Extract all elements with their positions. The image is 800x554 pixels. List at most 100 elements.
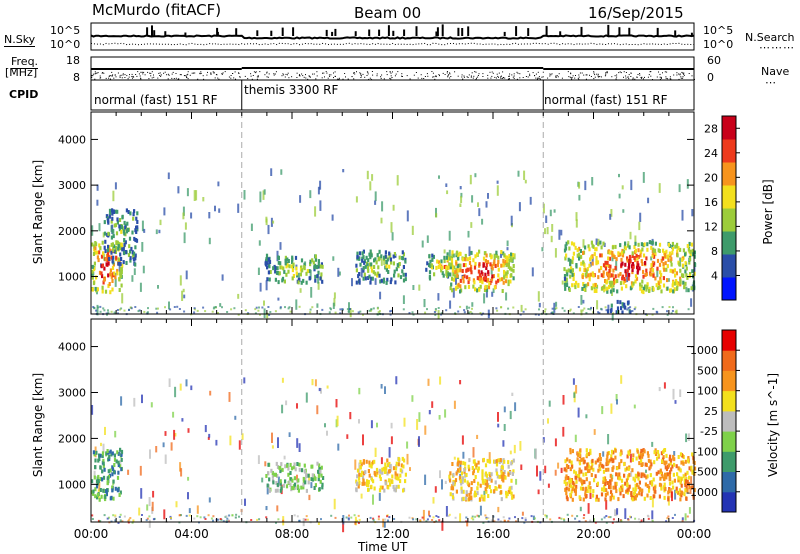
echo-cell: [510, 478, 513, 483]
echo-cell: [646, 484, 649, 488]
velocity-ylabel: Slant Range [km]: [31, 372, 45, 478]
echo-cell: [651, 498, 654, 508]
echo-cell: [571, 256, 575, 261]
echo-cell: [302, 485, 305, 490]
echo-cell: [584, 466, 587, 471]
echo-cell: [475, 463, 478, 468]
echo-cell: [524, 517, 527, 520]
echo-cell: [148, 519, 151, 528]
echo-cell: [372, 519, 375, 522]
nave-dot: [586, 74, 588, 76]
echo-cell: [607, 516, 610, 519]
nave-dot: [327, 77, 329, 79]
echo-cell: [482, 256, 486, 261]
echo-cell: [448, 474, 451, 479]
echo-cell: [679, 476, 682, 481]
echo-cell: [121, 263, 124, 268]
echo-cell: [589, 489, 592, 499]
echo-cell: [311, 473, 314, 478]
echo-cell: [643, 496, 646, 501]
echo-cell: [431, 257, 434, 262]
echo-cell: [298, 305, 301, 308]
echo-cell: [128, 244, 131, 249]
echo-cell: [587, 282, 590, 287]
echo-cell: [285, 484, 289, 489]
echo-cell: [459, 263, 462, 273]
echo-cell: [132, 216, 135, 221]
nave-dot: [111, 71, 113, 73]
nave-dot: [238, 73, 240, 74]
echo-cell: [234, 516, 237, 519]
nave-dot: [503, 77, 504, 78]
echo-cell: [593, 289, 596, 293]
echo-cell: [313, 486, 316, 490]
echo-cell: [507, 279, 510, 284]
echo-cell: [669, 461, 672, 466]
echo-cell: [668, 481, 672, 486]
echo-cell: [579, 448, 582, 453]
nave-dot: [542, 76, 544, 78]
echo-cell: [449, 471, 452, 476]
echo-cell: [663, 495, 666, 500]
echo-cell: [184, 222, 187, 230]
echo-cell: [281, 377, 284, 383]
echo-cell: [472, 258, 475, 263]
echo-cell: [468, 497, 471, 501]
echo-cell: [624, 262, 627, 267]
echo-cell: [143, 228, 146, 233]
echo-cell: [688, 507, 691, 514]
nave-dot: [538, 77, 540, 79]
nave-dot: [647, 76, 649, 78]
echo-cell: [638, 461, 641, 466]
echo-cell: [580, 261, 583, 266]
nave-dot: [217, 77, 219, 79]
echo-cell: [286, 257, 289, 262]
echo-cell: [490, 255, 493, 260]
echo-cell: [402, 278, 406, 283]
echo-cell: [108, 248, 112, 253]
echo-cell: [366, 170, 369, 180]
nave-dot: [421, 77, 423, 79]
echo-cell: [123, 515, 126, 518]
echo-cell: [102, 443, 105, 453]
nave-dot: [448, 74, 449, 76]
echo-cell: [569, 308, 572, 311]
echo-cell: [113, 463, 116, 467]
echo-cell: [134, 253, 137, 258]
echo-cell: [646, 282, 649, 287]
echo-cell: [663, 267, 666, 272]
echo-cell: [655, 471, 658, 476]
nave-dot: [376, 73, 378, 75]
echo-cell: [250, 223, 253, 231]
echo-cell: [370, 420, 373, 429]
echo-cell: [377, 265, 380, 270]
echo-cell: [490, 478, 493, 483]
echo-cell: [107, 469, 110, 474]
echo-cell: [590, 255, 593, 260]
echo-cell: [679, 257, 682, 267]
echo-cell: [667, 490, 670, 495]
echo-cell: [124, 240, 127, 245]
echo-cell: [452, 277, 455, 282]
echo-cell: [503, 253, 506, 258]
echo-cell: [369, 249, 372, 254]
echo-cell: [642, 274, 645, 279]
echo-cell: [635, 456, 638, 461]
echo-cell: [124, 232, 127, 237]
echo-cell: [370, 484, 373, 489]
echo-cell: [369, 309, 372, 312]
echo-cell: [305, 271, 308, 276]
echo-cell: [510, 491, 513, 496]
echo-cell: [112, 190, 115, 202]
echo-cell: [578, 246, 581, 251]
echo-cell: [169, 308, 172, 311]
echo-cell: [475, 465, 478, 470]
echo-cell: [283, 455, 286, 460]
echo-cell: [688, 475, 691, 480]
echo-cell: [221, 274, 224, 281]
echo-cell: [349, 308, 351, 310]
echo-cell: [685, 433, 688, 443]
noise-spike: [331, 31, 334, 36]
echo-cell: [107, 474, 110, 479]
echo-cell: [623, 277, 626, 281]
